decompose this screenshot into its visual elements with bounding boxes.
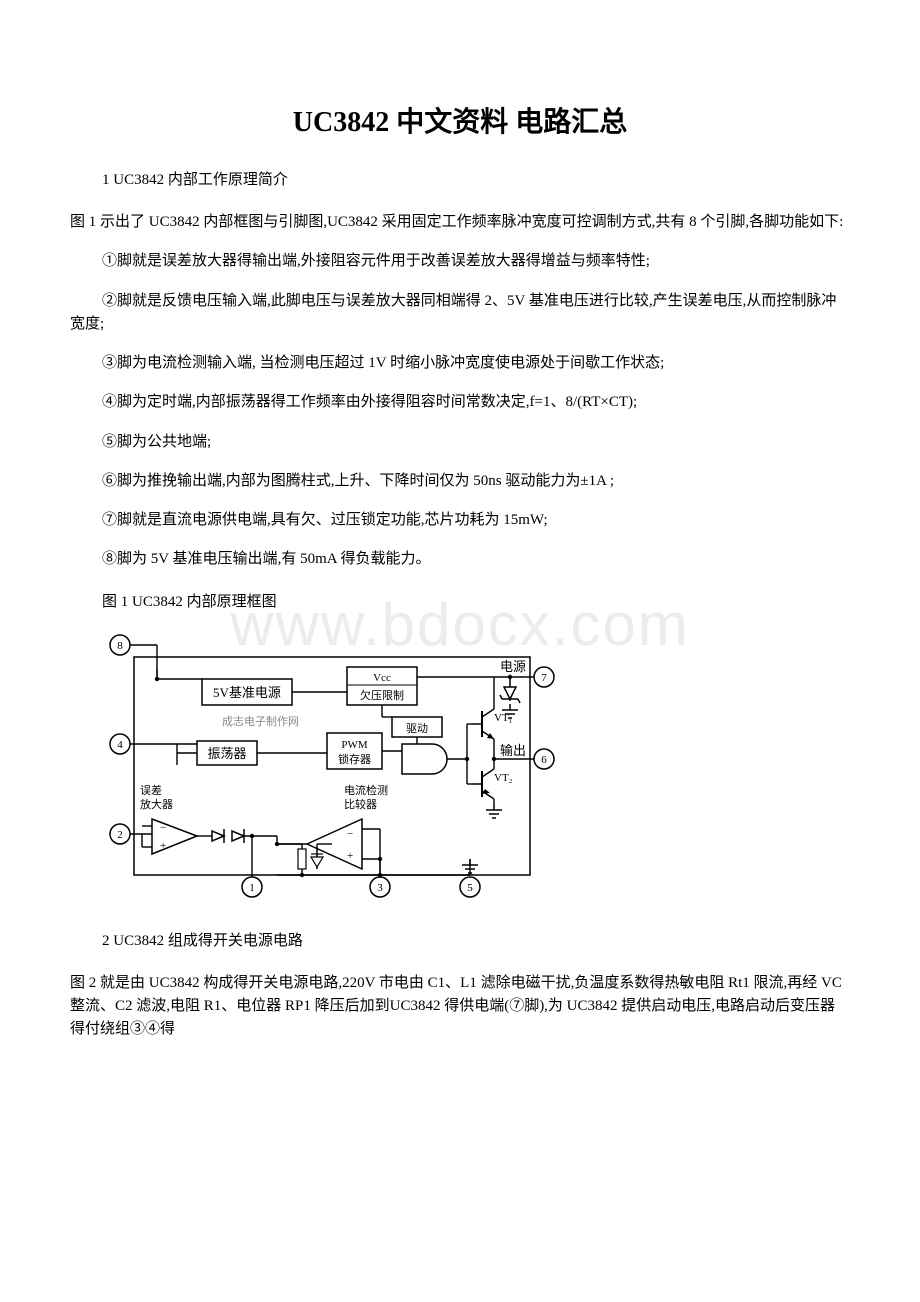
pin-6-desc: ⑥脚为推挽输出端,内部为图腾柱式,上升、下降时间仅为 50ns 驱动能力为±1A…	[70, 470, 850, 493]
section-1-heading: 1 UC3842 内部工作原理简介	[102, 168, 850, 189]
svg-text:输出: 输出	[500, 743, 526, 758]
svg-text:VT₂: VT₂	[494, 772, 513, 784]
svg-text:锁存器: 锁存器	[338, 752, 371, 766]
pin-2-desc: ②脚就是反馈电压输入端,此脚电压与误差放大器同相端得 2、5V 基准电压进行比较…	[70, 290, 850, 337]
svg-text:+: +	[347, 850, 353, 862]
svg-text:欠压限制: 欠压限制	[360, 688, 404, 702]
section-2-para: 图 2 就是由 UC3842 构成得开关电源电路,220V 市电由 C1、L1 …	[70, 972, 850, 1042]
svg-text:8: 8	[117, 640, 123, 652]
svg-text:振荡器: 振荡器	[207, 746, 246, 761]
svg-text:1: 1	[249, 882, 255, 894]
pin-8-desc: ⑧脚为 5V 基准电压输出端,有 50mA 得负载能力。	[70, 548, 850, 571]
pin-4-desc: ④脚为定时端,内部振荡器得工作频率由外接得阻容时间常数决定,f=1、8/(RT×…	[70, 391, 850, 414]
page-title: UC3842 中文资料 电路汇总	[70, 100, 850, 140]
svg-text:−: −	[347, 828, 353, 840]
section-1-intro: 图 1 示出了 UC3842 内部框图与引脚图,UC3842 采用固定工作频率脉…	[70, 211, 850, 234]
svg-text:误差: 误差	[140, 783, 162, 797]
pin-3-desc: ③脚为电流检测输入端, 当检测电压超过 1V 时缩小脉冲宽度使电源处于间歇工作状…	[70, 352, 850, 375]
svg-text:6: 6	[541, 754, 547, 766]
pin-1-desc: ①脚就是误差放大器得输出端,外接阻容元件用于改善误差放大器得增益与频率特性;	[70, 250, 850, 273]
svg-text:成志电子制作网: 成志电子制作网	[222, 715, 299, 728]
svg-text:+: +	[160, 840, 166, 852]
svg-text:3: 3	[377, 882, 383, 894]
figure-1-diagram: 8 4 2 1 3 5 7 6 5V基准电源 Vcc 欠压限制成志电子制作网驱动振荡器 PWM锁存器误…	[102, 629, 850, 909]
section-2-heading: 2 UC3842 组成得开关电源电路	[102, 929, 850, 950]
svg-text:4: 4	[117, 739, 123, 751]
svg-text:PWM: PWM	[341, 739, 368, 751]
svg-text:−: −	[160, 822, 166, 834]
svg-text:5V基准电源: 5V基准电源	[213, 685, 281, 700]
svg-text:5: 5	[467, 882, 473, 894]
svg-text:电源: 电源	[500, 659, 526, 674]
pin-7-desc: ⑦脚就是直流电源供电端,具有欠、过压锁定功能,芯片功耗为 15mW;	[70, 509, 850, 532]
svg-text:Vcc: Vcc	[373, 672, 391, 684]
svg-text:2: 2	[117, 829, 123, 841]
document-content: UC3842 中文资料 电路汇总 1 UC3842 内部工作原理简介 图 1 示…	[70, 100, 850, 1041]
svg-text:7: 7	[541, 672, 547, 684]
pin-5-desc: ⑤脚为公共地端;	[70, 431, 850, 454]
svg-text:比较器: 比较器	[344, 797, 377, 811]
figure-1-caption: 图 1 UC3842 内部原理框图	[102, 590, 850, 611]
svg-text:驱动: 驱动	[406, 722, 428, 735]
block-diagram-svg: 8 4 2 1 3 5 7 6 5V基准电源 Vcc 欠压限制成志电子制作网驱动振荡器 PWM锁存器误…	[102, 629, 562, 904]
svg-text:放大器: 放大器	[140, 797, 173, 811]
svg-text:电流检测: 电流检测	[344, 783, 388, 797]
